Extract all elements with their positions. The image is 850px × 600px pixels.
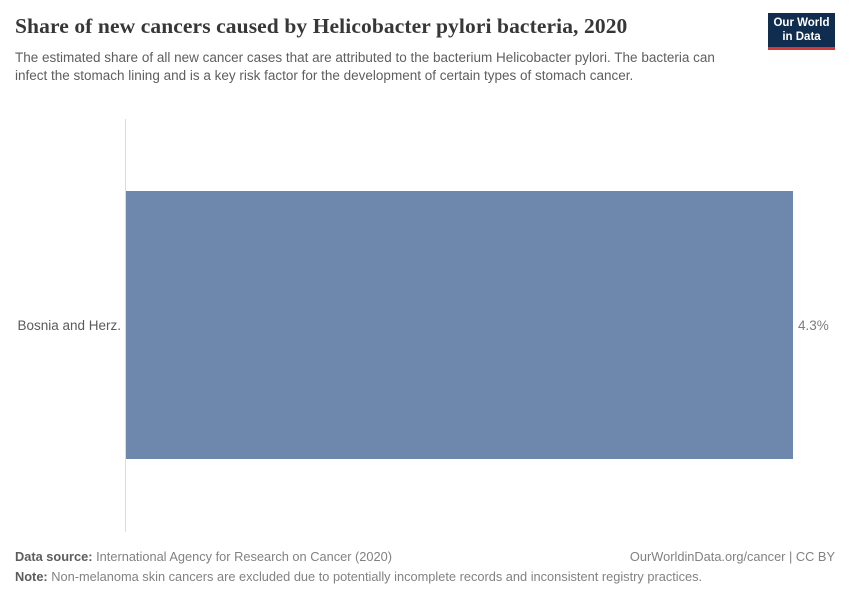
attribution-link[interactable]: OurWorldinData.org/cancer | CC BY <box>629 549 835 564</box>
data-source-label: Data source: <box>15 549 93 564</box>
note-label: Note: <box>15 569 48 584</box>
note-text: Non-melanoma skin cancers are excluded d… <box>51 569 703 584</box>
footer-note-line: Note: Non-melanoma skin cancers are excl… <box>15 569 835 584</box>
page-title: Share of new cancers caused by Helicobac… <box>15 14 628 38</box>
bar-value-label: 4.3% <box>798 318 829 333</box>
category-label-bosnia: Bosnia and Herz. <box>17 318 121 333</box>
footer-source-row: Data source: International Agency for Re… <box>15 549 835 564</box>
data-source-line: Data source: International Agency for Re… <box>15 549 392 564</box>
owid-logo-line1: Our World <box>773 17 830 29</box>
y-axis-line <box>125 119 126 532</box>
data-source-text: International Agency for Research on Can… <box>96 549 393 564</box>
plot-area <box>126 119 793 532</box>
bar-bosnia[interactable] <box>126 191 793 459</box>
chart-subtitle: The estimated share of all new cancer ca… <box>15 50 715 83</box>
owid-logo[interactable]: Our World in Data <box>768 13 835 50</box>
owid-logo-line2: in Data <box>782 30 821 43</box>
